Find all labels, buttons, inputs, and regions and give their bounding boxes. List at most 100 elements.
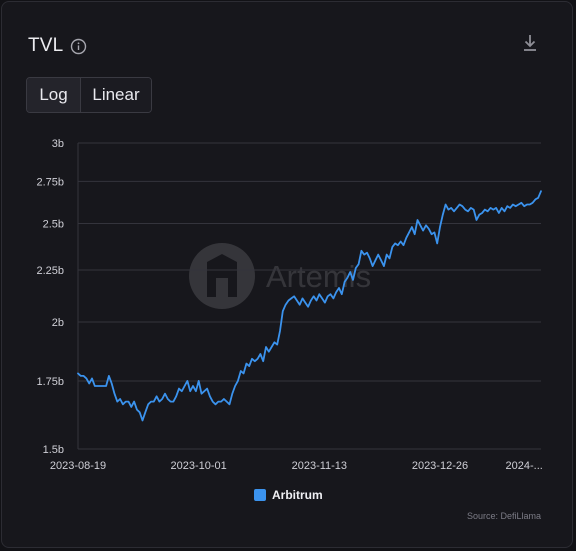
data-point[interactable] bbox=[373, 258, 378, 263]
data-point[interactable] bbox=[191, 384, 196, 389]
log-scale-button[interactable]: Log bbox=[27, 78, 81, 112]
data-point[interactable] bbox=[188, 389, 193, 394]
legend-label-arbitrum[interactable]: Arbitrum bbox=[272, 488, 323, 502]
data-point[interactable] bbox=[370, 264, 375, 269]
data-point[interactable] bbox=[151, 399, 156, 404]
data-point[interactable] bbox=[297, 302, 302, 307]
data-point[interactable] bbox=[351, 277, 356, 282]
data-point[interactable] bbox=[264, 345, 269, 350]
data-point[interactable] bbox=[109, 381, 114, 386]
data-point[interactable] bbox=[306, 304, 311, 309]
data-point[interactable] bbox=[269, 345, 274, 350]
data-point[interactable] bbox=[415, 218, 420, 223]
data-point[interactable] bbox=[196, 378, 201, 383]
data-point[interactable] bbox=[278, 328, 283, 333]
data-point[interactable] bbox=[367, 256, 372, 261]
data-point[interactable] bbox=[432, 230, 437, 235]
data-point[interactable] bbox=[379, 258, 384, 263]
data-point[interactable] bbox=[185, 378, 190, 383]
data-point[interactable] bbox=[112, 391, 117, 396]
data-point[interactable] bbox=[118, 397, 123, 402]
data-point[interactable] bbox=[334, 290, 339, 295]
data-point[interactable] bbox=[280, 309, 285, 314]
data-point[interactable] bbox=[140, 418, 145, 423]
data-point[interactable] bbox=[308, 298, 313, 303]
data-point[interactable] bbox=[106, 373, 111, 378]
data-point[interactable] bbox=[536, 195, 541, 200]
data-point[interactable] bbox=[426, 226, 431, 231]
data-point[interactable] bbox=[163, 391, 168, 396]
data-point[interactable] bbox=[160, 397, 165, 402]
data-point[interactable] bbox=[474, 218, 479, 223]
data-point[interactable] bbox=[137, 410, 142, 415]
data-point[interactable] bbox=[401, 243, 406, 248]
series-line-arbitrum[interactable] bbox=[77, 190, 542, 422]
data-point[interactable] bbox=[337, 286, 342, 291]
data-point[interactable] bbox=[356, 262, 361, 267]
data-point[interactable] bbox=[227, 402, 232, 407]
data-point[interactable] bbox=[90, 376, 95, 381]
data-point[interactable] bbox=[311, 294, 316, 299]
info-icon[interactable] bbox=[70, 38, 87, 55]
data-point[interactable] bbox=[317, 292, 322, 297]
linear-scale-button[interactable]: Linear bbox=[81, 78, 151, 112]
data-point[interactable] bbox=[258, 352, 263, 357]
data-point[interactable] bbox=[104, 384, 109, 389]
download-icon[interactable] bbox=[519, 32, 541, 54]
data-point[interactable] bbox=[126, 399, 131, 404]
data-point[interactable] bbox=[261, 359, 266, 364]
data-point[interactable] bbox=[179, 389, 184, 394]
data-point[interactable] bbox=[241, 371, 246, 376]
data-point[interactable] bbox=[438, 225, 443, 230]
data-point[interactable] bbox=[443, 202, 448, 207]
data-point[interactable] bbox=[314, 298, 319, 303]
data-point[interactable] bbox=[283, 302, 288, 307]
data-point[interactable] bbox=[387, 256, 392, 261]
data-point[interactable] bbox=[132, 399, 137, 404]
data-point[interactable] bbox=[193, 389, 198, 394]
data-point[interactable] bbox=[412, 232, 417, 237]
data-point[interactable] bbox=[328, 292, 333, 297]
data-point[interactable] bbox=[348, 270, 353, 275]
data-point[interactable] bbox=[255, 356, 260, 361]
data-point[interactable] bbox=[143, 410, 148, 415]
data-point[interactable] bbox=[205, 386, 210, 391]
data-point[interactable] bbox=[266, 349, 271, 354]
data-point[interactable] bbox=[235, 378, 240, 383]
data-point[interactable] bbox=[331, 296, 336, 301]
data-point[interactable] bbox=[294, 298, 299, 303]
data-point[interactable] bbox=[404, 235, 409, 240]
data-point[interactable] bbox=[303, 300, 308, 305]
data-point[interactable] bbox=[435, 241, 440, 246]
data-point[interactable] bbox=[129, 404, 134, 409]
data-point[interactable] bbox=[494, 205, 499, 210]
legend-swatch-arbitrum[interactable] bbox=[254, 489, 266, 501]
data-point[interactable] bbox=[421, 228, 426, 233]
data-point[interactable] bbox=[381, 264, 386, 269]
data-point[interactable] bbox=[84, 376, 89, 381]
data-point[interactable] bbox=[496, 211, 501, 216]
data-point[interactable] bbox=[407, 230, 412, 235]
data-point[interactable] bbox=[345, 275, 350, 280]
data-point[interactable] bbox=[376, 252, 381, 257]
data-point[interactable] bbox=[292, 294, 297, 299]
data-point[interactable] bbox=[247, 364, 252, 369]
data-point[interactable] bbox=[418, 223, 423, 228]
data-point[interactable] bbox=[275, 342, 280, 347]
data-point[interactable] bbox=[182, 384, 187, 389]
data-point[interactable] bbox=[171, 399, 176, 404]
data-point[interactable] bbox=[207, 394, 212, 399]
data-point[interactable] bbox=[154, 394, 159, 399]
data-point[interactable] bbox=[230, 391, 235, 396]
data-point[interactable] bbox=[365, 250, 370, 255]
data-point[interactable] bbox=[440, 212, 445, 217]
data-point[interactable] bbox=[300, 296, 305, 301]
data-point[interactable] bbox=[233, 384, 238, 389]
data-point[interactable] bbox=[409, 225, 414, 230]
data-point[interactable] bbox=[174, 394, 179, 399]
data-point[interactable] bbox=[320, 296, 325, 301]
data-point[interactable] bbox=[502, 209, 507, 214]
data-point[interactable] bbox=[87, 381, 92, 386]
data-point[interactable] bbox=[322, 300, 327, 305]
data-point[interactable] bbox=[539, 189, 544, 194]
